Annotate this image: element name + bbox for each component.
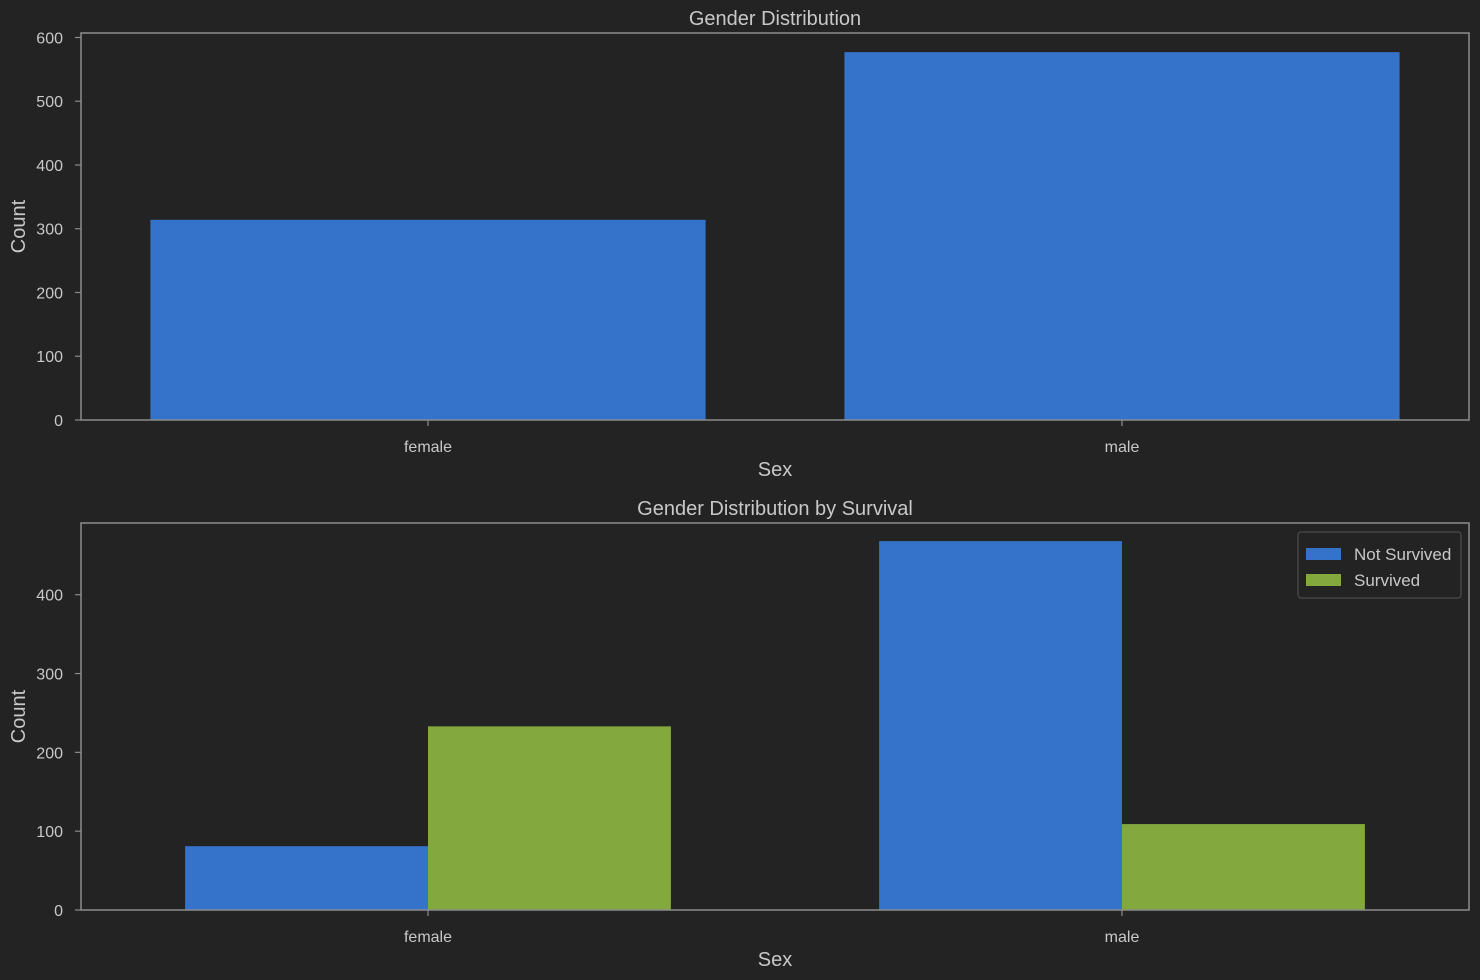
y-axis-label: Count — [8, 689, 30, 743]
y-tick-label: 100 — [36, 349, 63, 366]
chart-gender-distribution: Gender Distribution 0 100 200 300 400 500 600 fe… — [8, 8, 1470, 481]
x-tick-label-male: male — [1105, 439, 1140, 456]
chart-gender-distribution-by-survival: Gender Distribution by Survival 0 100 200 30… — [8, 498, 1470, 971]
bar-survived-female — [428, 726, 671, 910]
y-axis-label: Count — [8, 199, 30, 253]
y-tick-label: 0 — [54, 413, 63, 430]
chart-title: Gender Distribution by Survival — [637, 498, 913, 520]
x-tick-label-female: female — [404, 929, 452, 946]
x-axis-label: Sex — [758, 459, 792, 481]
bar-not-survived-male — [879, 541, 1122, 910]
x-axis-label: Sex — [758, 949, 792, 971]
legend: Not Survived Survived — [1297, 531, 1462, 599]
y-tick-label: 500 — [36, 94, 63, 111]
legend-swatch-not-survived — [1306, 548, 1341, 560]
chart-title: Gender Distribution — [689, 8, 861, 30]
y-tick-label: 400 — [36, 158, 63, 175]
y-tick-label: 100 — [36, 824, 63, 841]
bar-not-survived-female — [185, 846, 428, 910]
y-tick-label: 600 — [36, 30, 63, 47]
x-tick-label-female: female — [404, 439, 452, 456]
plot-frame — [80, 32, 1470, 421]
legend-label-survived: Survived — [1354, 571, 1420, 590]
plot-frame — [80, 522, 1470, 911]
y-tick-label: 300 — [36, 667, 63, 684]
bar-survived-male — [1122, 824, 1365, 910]
legend-swatch-survived — [1306, 574, 1341, 586]
y-tick-label: 200 — [36, 285, 63, 302]
x-tick-label-male: male — [1105, 929, 1140, 946]
y-tick-label: 0 — [54, 903, 63, 920]
y-tick-label: 400 — [36, 588, 63, 605]
y-tick-label: 300 — [36, 222, 63, 239]
bar-male — [844, 52, 1400, 420]
bar-female — [150, 219, 706, 420]
legend-label-not-survived: Not Survived — [1354, 545, 1451, 564]
y-tick-label: 200 — [36, 745, 63, 762]
